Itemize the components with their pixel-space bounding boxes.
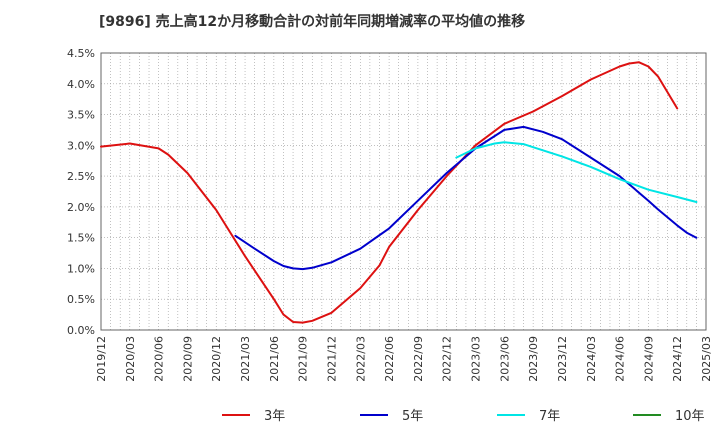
plot-frame xyxy=(100,52,707,331)
x-tick-label: 2024/06 xyxy=(614,336,627,382)
plot-background xyxy=(101,53,706,330)
y-tick-label: 3.5% xyxy=(67,109,95,122)
x-tick-label: 2023/03 xyxy=(470,336,483,382)
series-line-7年 xyxy=(455,141,698,203)
x-tick-label: 2024/09 xyxy=(642,336,655,382)
y-tick-label: 3.0% xyxy=(67,139,95,152)
x-tick-label: 2024/12 xyxy=(671,336,684,382)
x-tick-label: 2021/06 xyxy=(268,336,281,382)
x-tick-label: 2023/09 xyxy=(527,336,540,382)
x-tick-label: 2019/12 xyxy=(95,336,108,382)
series-line-5年 xyxy=(234,125,698,271)
x-tick-label: 2022/12 xyxy=(441,336,454,382)
x-tick-label: 2021/12 xyxy=(325,336,338,382)
y-tick-label: 0.0% xyxy=(67,324,95,337)
y-tick-label: 0.5% xyxy=(67,293,95,306)
y-tick-label: 2.0% xyxy=(67,201,95,214)
x-tick-label: 2020/09 xyxy=(181,336,194,382)
y-tick-label: 4.5% xyxy=(67,47,95,60)
y-tick-label: 2.5% xyxy=(67,170,95,183)
plot-area: 0.0% 0.5% 1.0% 1.5% 2.0% 2.5% 3.0% 3.5% 4.0% 4.5%… xyxy=(67,47,713,382)
chart-title: [9896] 売上高12か月移動合計の対前年同期増減率の平均値の推移 xyxy=(99,13,525,30)
legend: 3年 5年 7年 10年 xyxy=(222,409,705,424)
x-tick-label: 2022/06 xyxy=(383,336,396,382)
y-tick-label: 1.0% xyxy=(67,262,95,275)
x-tick-label: 2021/03 xyxy=(239,336,252,382)
x-tick-label: 2022/03 xyxy=(354,336,367,382)
legend-label-7年: 7年 xyxy=(539,409,560,424)
x-tick-label: 2023/12 xyxy=(556,336,569,382)
x-tick-label: 2023/06 xyxy=(498,336,511,382)
series-line-3年 xyxy=(100,61,679,324)
legend-label-10年: 10年 xyxy=(675,409,705,424)
x-tick-label: 2024/03 xyxy=(585,336,598,382)
x-tick-label: 2022/09 xyxy=(412,336,425,382)
legend-label-3年: 3年 xyxy=(264,409,285,424)
legend-label-5年: 5年 xyxy=(402,409,423,424)
x-tick-label: 2025/03 xyxy=(700,336,713,382)
x-tick-label: 2020/03 xyxy=(124,336,137,382)
x-tick-label: 2020/12 xyxy=(210,336,223,382)
x-tick-label: 2021/09 xyxy=(297,336,310,382)
y-tick-label: 4.0% xyxy=(67,78,95,91)
y-tick-label: 1.5% xyxy=(67,232,95,245)
x-tick-label: 2020/06 xyxy=(153,336,166,382)
